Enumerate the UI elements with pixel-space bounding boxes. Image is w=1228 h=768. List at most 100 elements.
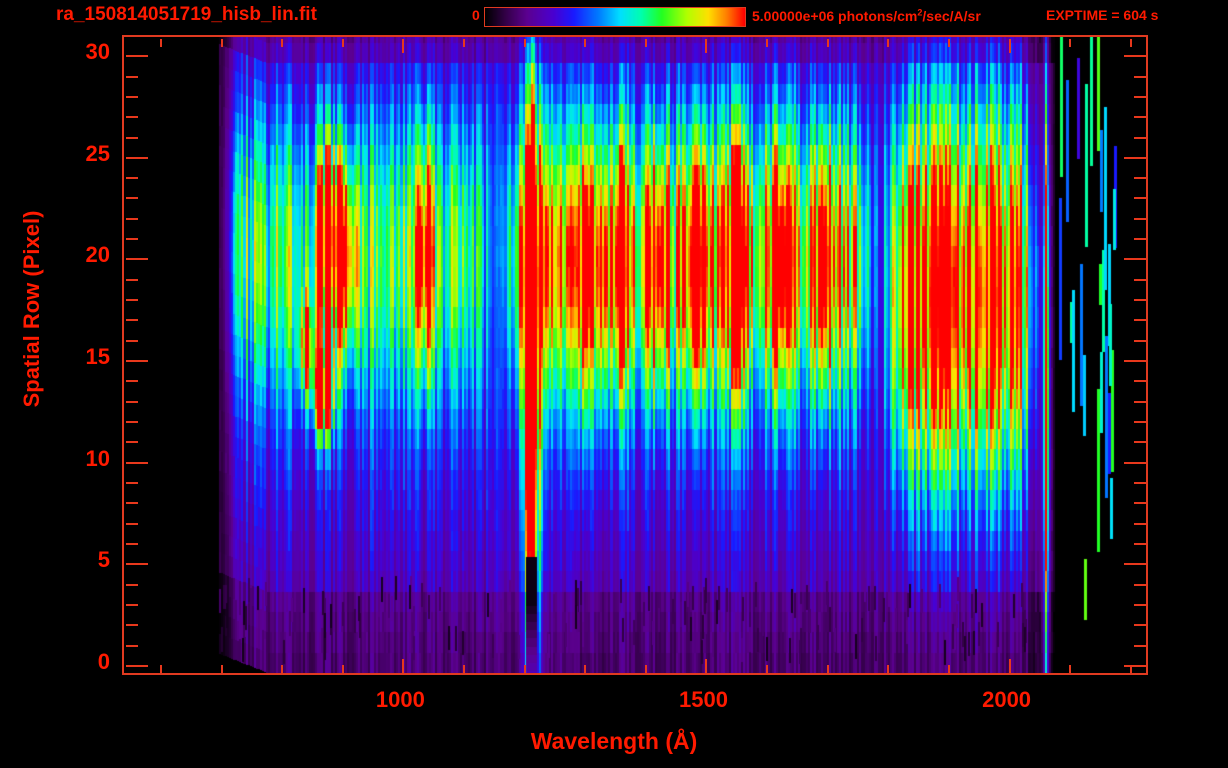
y-major-tick	[126, 156, 148, 159]
x-minor-tick	[887, 665, 890, 673]
y-minor-tick	[126, 197, 138, 200]
x-minor-tick-top	[220, 39, 223, 47]
y-minor-tick-right	[1134, 644, 1146, 647]
y-minor-tick-right	[1134, 116, 1146, 119]
colorbar	[484, 7, 746, 27]
x-minor-tick	[159, 665, 162, 673]
y-minor-tick	[126, 278, 138, 281]
y-major-tick-right	[1124, 664, 1146, 667]
y-minor-tick-right	[1134, 339, 1146, 342]
y-minor-tick	[126, 542, 138, 545]
x-minor-tick	[644, 665, 647, 673]
y-minor-tick	[126, 481, 138, 484]
x-minor-tick-top	[341, 39, 344, 47]
y-major-tick-right	[1124, 360, 1146, 363]
y-axis-title: Spatial Row (Pixel)	[19, 210, 44, 408]
y-minor-tick	[126, 116, 138, 119]
y-minor-tick	[126, 217, 138, 220]
y-major-tick	[126, 664, 148, 667]
y-minor-tick-right	[1134, 319, 1146, 322]
y-minor-tick	[126, 177, 138, 180]
colorbar-max-label: 5.00000e+06 photons/cm2/sec/A/sr	[752, 8, 981, 24]
x-minor-tick-top	[281, 39, 284, 47]
y-minor-tick	[126, 95, 138, 98]
y-tick-label: 10	[85, 445, 110, 471]
x-minor-tick-top	[887, 39, 890, 47]
y-minor-tick-right	[1134, 481, 1146, 484]
x-major-tick	[705, 659, 708, 673]
x-minor-tick	[1069, 665, 1072, 673]
colorbar-unit-exponent: 2	[917, 7, 923, 18]
x-major-tick-top	[1008, 39, 1011, 53]
y-minor-tick	[126, 380, 138, 383]
x-minor-tick	[341, 665, 344, 673]
y-minor-tick	[126, 502, 138, 505]
x-minor-tick-top	[766, 39, 769, 47]
y-minor-tick-right	[1134, 380, 1146, 383]
y-minor-tick	[126, 319, 138, 322]
plot-frame	[122, 35, 1148, 675]
y-minor-tick-right	[1134, 75, 1146, 78]
y-minor-tick-right	[1134, 278, 1146, 281]
y-major-tick-right	[1124, 55, 1146, 58]
x-major-tick	[1008, 659, 1011, 673]
y-major-tick-right	[1124, 258, 1146, 261]
y-minor-tick-right	[1134, 197, 1146, 200]
x-minor-tick-top	[947, 39, 950, 47]
exposure-time-label: EXPTIME = 604 s	[1046, 7, 1159, 23]
x-major-tick-top	[402, 39, 405, 53]
y-minor-tick-right	[1134, 502, 1146, 505]
x-minor-tick-top	[584, 39, 587, 47]
y-tick-label: 20	[85, 242, 110, 268]
y-minor-tick	[126, 583, 138, 586]
y-major-tick-right	[1124, 156, 1146, 159]
x-axis-title: Wavelength (Å)	[530, 728, 698, 754]
x-minor-tick	[1129, 665, 1132, 673]
y-minor-tick-right	[1134, 583, 1146, 586]
y-minor-tick-right	[1134, 299, 1146, 302]
y-minor-tick	[126, 522, 138, 525]
x-minor-tick	[523, 665, 526, 673]
y-minor-tick	[126, 299, 138, 302]
y-minor-tick-right	[1134, 603, 1146, 606]
y-major-tick-right	[1124, 461, 1146, 464]
page-title: ra_150814051719_hisb_lin.fit	[56, 4, 317, 25]
x-minor-tick-top	[1069, 39, 1072, 47]
y-minor-tick	[126, 339, 138, 342]
y-minor-tick-right	[1134, 522, 1146, 525]
y-minor-tick	[126, 136, 138, 139]
y-major-tick	[126, 461, 148, 464]
x-minor-tick-top	[826, 39, 829, 47]
x-minor-tick-top	[463, 39, 466, 47]
y-minor-tick-right	[1134, 542, 1146, 545]
y-minor-tick-right	[1134, 624, 1146, 627]
y-tick-label: 30	[85, 39, 110, 65]
x-minor-tick	[584, 665, 587, 673]
y-minor-tick	[126, 441, 138, 444]
y-tick-label: 15	[85, 344, 110, 370]
x-minor-tick-top	[1129, 39, 1132, 47]
y-minor-tick	[126, 624, 138, 627]
x-tick-label: 1500	[679, 687, 728, 712]
y-major-tick	[126, 258, 148, 261]
x-tick-label: 2000	[982, 687, 1032, 712]
y-minor-tick-right	[1134, 238, 1146, 241]
y-major-tick-right	[1124, 563, 1146, 566]
y-minor-tick-right	[1134, 177, 1146, 180]
y-major-tick	[126, 563, 148, 566]
x-minor-tick	[826, 665, 829, 673]
y-minor-tick	[126, 421, 138, 423]
x-minor-tick	[281, 665, 284, 673]
y-minor-tick-right	[1134, 95, 1146, 98]
x-major-tick	[402, 659, 405, 673]
y-tick-label: 0	[97, 648, 110, 674]
y-minor-tick-right	[1134, 441, 1146, 444]
y-minor-tick	[126, 603, 138, 606]
y-minor-tick-right	[1134, 136, 1146, 139]
y-major-tick	[126, 360, 148, 363]
y-minor-tick	[126, 400, 138, 403]
x-minor-tick-top	[523, 39, 526, 47]
x-tick-label: 1000	[375, 687, 425, 712]
x-minor-tick	[766, 665, 769, 673]
y-major-tick	[126, 55, 148, 58]
